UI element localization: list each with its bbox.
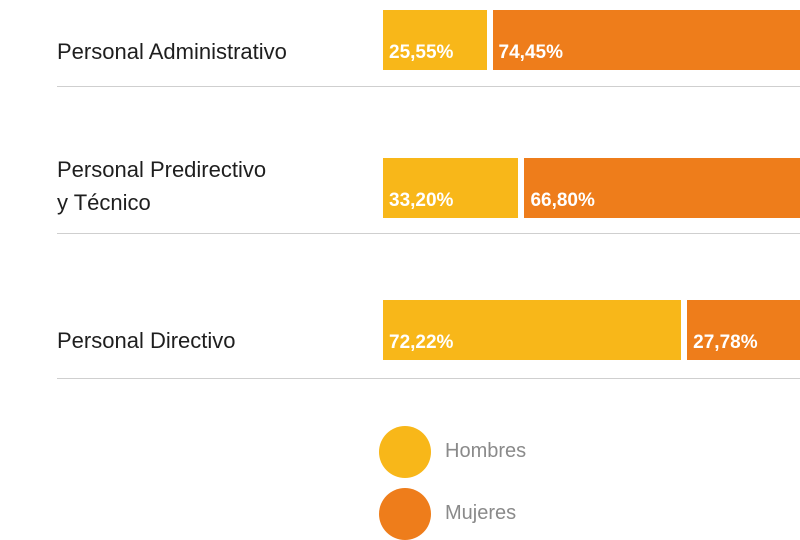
legend-swatch [379, 488, 431, 540]
bar-segment: 33,20% [383, 158, 519, 218]
category-label: Personal Predirectivo y Técnico [57, 157, 267, 215]
value-label: 25,55% [389, 42, 454, 63]
bar-segment: 66,80% [524, 158, 800, 218]
bar-segment: 74,45% [492, 10, 800, 70]
category-label: Personal Directivo [57, 328, 236, 353]
bar-segment: 27,78% [687, 300, 800, 360]
value-label: 74,45% [498, 42, 563, 63]
bar-segment: 72,22% [383, 300, 682, 360]
legend-label: Mujeres [445, 502, 517, 524]
value-label: 66,80% [530, 190, 595, 211]
legend-swatch [379, 426, 431, 478]
separator [57, 378, 800, 379]
category-label: Personal Administrativo [57, 39, 287, 64]
value-label: 33,20% [389, 190, 454, 211]
separator [57, 86, 800, 87]
separator [57, 233, 800, 234]
value-label: 72,22% [389, 332, 454, 353]
legend-label: Hombres [445, 440, 527, 462]
value-label: 27,78% [693, 332, 758, 353]
bar-segment: 25,55% [383, 10, 487, 70]
